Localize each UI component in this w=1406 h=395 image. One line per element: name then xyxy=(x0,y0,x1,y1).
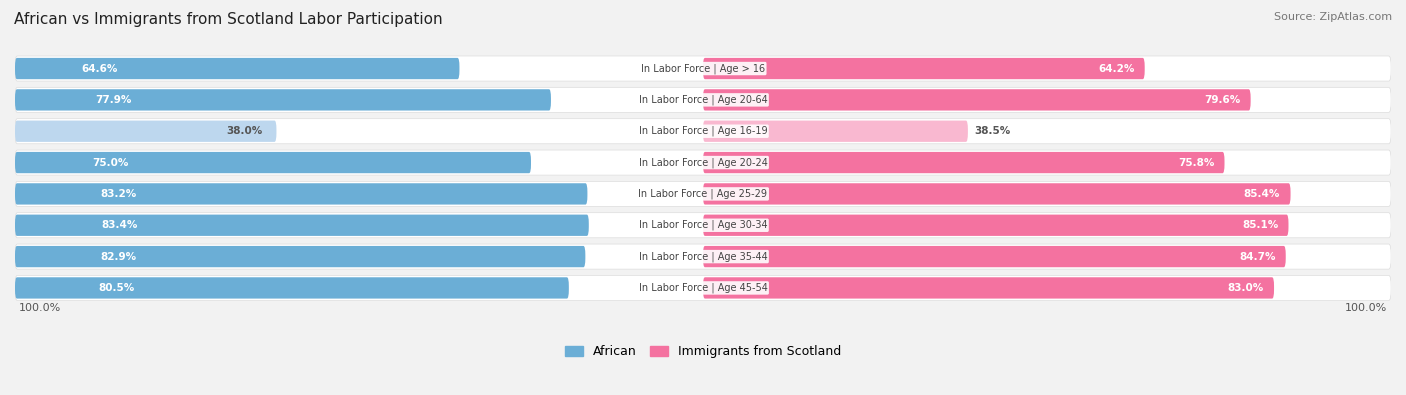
Text: 85.1%: 85.1% xyxy=(1241,220,1278,230)
Text: 75.0%: 75.0% xyxy=(93,158,129,167)
Text: In Labor Force | Age 25-29: In Labor Force | Age 25-29 xyxy=(638,189,768,199)
FancyBboxPatch shape xyxy=(15,120,277,142)
Text: 82.9%: 82.9% xyxy=(101,252,136,261)
FancyBboxPatch shape xyxy=(15,150,1391,175)
Text: In Labor Force | Age 45-54: In Labor Force | Age 45-54 xyxy=(638,283,768,293)
Text: In Labor Force | Age 30-34: In Labor Force | Age 30-34 xyxy=(638,220,768,231)
Text: 83.0%: 83.0% xyxy=(1227,283,1264,293)
FancyBboxPatch shape xyxy=(15,244,1391,269)
FancyBboxPatch shape xyxy=(703,277,1274,299)
Text: 38.0%: 38.0% xyxy=(226,126,263,136)
FancyBboxPatch shape xyxy=(15,87,1391,113)
Text: 100.0%: 100.0% xyxy=(1346,303,1388,313)
Legend: African, Immigrants from Scotland: African, Immigrants from Scotland xyxy=(560,340,846,363)
FancyBboxPatch shape xyxy=(703,89,1251,111)
FancyBboxPatch shape xyxy=(15,56,1391,81)
FancyBboxPatch shape xyxy=(15,152,531,173)
FancyBboxPatch shape xyxy=(703,120,967,142)
Text: In Labor Force | Age 16-19: In Labor Force | Age 16-19 xyxy=(638,126,768,136)
Text: 77.9%: 77.9% xyxy=(96,95,132,105)
Text: 79.6%: 79.6% xyxy=(1204,95,1240,105)
FancyBboxPatch shape xyxy=(15,246,585,267)
FancyBboxPatch shape xyxy=(703,183,1291,205)
FancyBboxPatch shape xyxy=(15,89,551,111)
Text: In Labor Force | Age > 16: In Labor Force | Age > 16 xyxy=(641,63,765,74)
FancyBboxPatch shape xyxy=(15,213,1391,238)
FancyBboxPatch shape xyxy=(703,246,1285,267)
FancyBboxPatch shape xyxy=(15,183,588,205)
Text: 83.2%: 83.2% xyxy=(101,189,138,199)
FancyBboxPatch shape xyxy=(703,152,1225,173)
FancyBboxPatch shape xyxy=(15,118,1391,144)
FancyBboxPatch shape xyxy=(15,275,1391,301)
Text: 100.0%: 100.0% xyxy=(18,303,60,313)
Text: 80.5%: 80.5% xyxy=(98,283,135,293)
FancyBboxPatch shape xyxy=(703,214,1288,236)
FancyBboxPatch shape xyxy=(15,214,589,236)
Text: 38.5%: 38.5% xyxy=(974,126,1011,136)
FancyBboxPatch shape xyxy=(15,58,460,79)
Text: 83.4%: 83.4% xyxy=(101,220,138,230)
FancyBboxPatch shape xyxy=(15,277,569,299)
FancyBboxPatch shape xyxy=(15,181,1391,207)
Text: African vs Immigrants from Scotland Labor Participation: African vs Immigrants from Scotland Labo… xyxy=(14,12,443,27)
Text: 84.7%: 84.7% xyxy=(1239,252,1275,261)
FancyBboxPatch shape xyxy=(703,58,1144,79)
Text: 85.4%: 85.4% xyxy=(1244,189,1281,199)
Text: 64.6%: 64.6% xyxy=(82,64,118,73)
Text: 75.8%: 75.8% xyxy=(1178,158,1215,167)
Text: In Labor Force | Age 20-64: In Labor Force | Age 20-64 xyxy=(638,95,768,105)
Text: 64.2%: 64.2% xyxy=(1098,64,1135,73)
Text: In Labor Force | Age 20-24: In Labor Force | Age 20-24 xyxy=(638,157,768,168)
Text: Source: ZipAtlas.com: Source: ZipAtlas.com xyxy=(1274,12,1392,22)
Text: In Labor Force | Age 35-44: In Labor Force | Age 35-44 xyxy=(638,251,768,262)
